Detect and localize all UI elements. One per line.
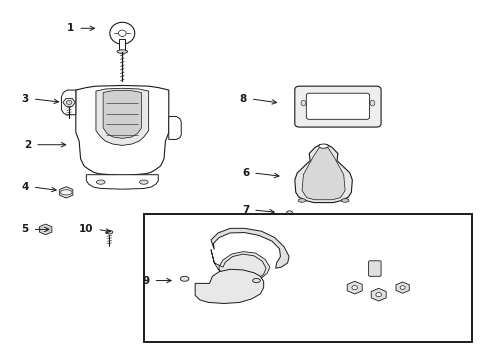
Polygon shape [76, 85, 168, 175]
Polygon shape [210, 228, 288, 268]
Ellipse shape [106, 230, 112, 234]
Ellipse shape [286, 211, 292, 214]
FancyBboxPatch shape [294, 86, 380, 127]
Ellipse shape [252, 278, 260, 283]
Text: 5: 5 [21, 224, 29, 234]
Polygon shape [61, 90, 76, 115]
Ellipse shape [66, 100, 72, 104]
Ellipse shape [96, 180, 105, 184]
Ellipse shape [63, 190, 69, 194]
Ellipse shape [61, 190, 72, 195]
Polygon shape [302, 146, 345, 200]
FancyBboxPatch shape [368, 261, 380, 276]
Polygon shape [370, 288, 386, 301]
FancyBboxPatch shape [305, 93, 369, 119]
Bar [119, 39, 125, 51]
Ellipse shape [118, 30, 126, 36]
Ellipse shape [61, 190, 72, 195]
Ellipse shape [117, 50, 127, 53]
Polygon shape [346, 281, 362, 294]
Text: 8: 8 [239, 94, 246, 104]
Ellipse shape [110, 22, 135, 44]
Text: 4: 4 [21, 182, 29, 192]
Polygon shape [395, 282, 408, 293]
Ellipse shape [180, 276, 188, 281]
Text: 2: 2 [24, 140, 31, 150]
Polygon shape [63, 98, 75, 106]
Ellipse shape [369, 100, 374, 106]
Polygon shape [195, 269, 263, 303]
Ellipse shape [351, 285, 357, 290]
Polygon shape [40, 224, 52, 235]
Ellipse shape [318, 144, 328, 148]
Ellipse shape [298, 199, 305, 202]
Text: 10: 10 [79, 224, 93, 234]
Text: 6: 6 [242, 168, 249, 178]
Text: 9: 9 [142, 275, 149, 285]
Ellipse shape [40, 227, 51, 232]
Polygon shape [294, 145, 351, 203]
Ellipse shape [301, 100, 305, 106]
Polygon shape [60, 187, 73, 198]
Ellipse shape [139, 180, 148, 184]
Polygon shape [86, 175, 158, 189]
Ellipse shape [375, 293, 381, 297]
Ellipse shape [341, 199, 348, 202]
Polygon shape [168, 117, 181, 139]
Text: 3: 3 [21, 94, 29, 104]
Text: 1: 1 [67, 23, 74, 33]
Polygon shape [210, 249, 269, 282]
Ellipse shape [43, 228, 48, 231]
Text: 7: 7 [242, 205, 249, 215]
Bar [143, 213, 471, 342]
Polygon shape [103, 90, 141, 138]
Polygon shape [96, 88, 148, 145]
Ellipse shape [399, 286, 404, 289]
